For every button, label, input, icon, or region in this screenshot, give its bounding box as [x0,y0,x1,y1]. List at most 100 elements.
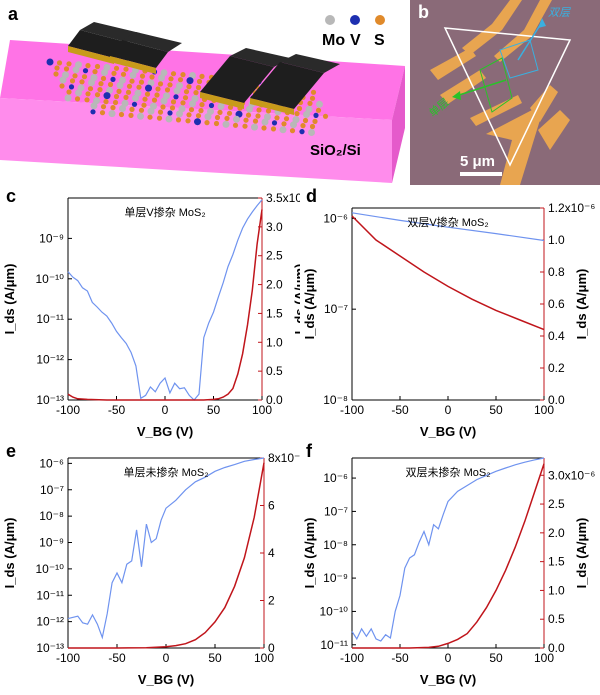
chart-e: -100 -50 0 50 100 10⁻¹³ 10⁻¹² 10⁻¹¹ 10⁻¹⁰ 10⁻⁹ 10⁻… [2,443,300,687]
lattice-atom [69,78,76,84]
y-left-tick-label: 10⁻⁹ [39,231,64,245]
y-right-tick-label: 8x10⁻⁷ [268,451,300,465]
lattice-atom [103,99,109,105]
y-right-tick-label: 2 [268,594,275,608]
lattice-atom [110,105,116,111]
lattice-atom [84,97,90,103]
lattice-atom [170,71,177,77]
lattice-atom [296,105,303,112]
lattice-atom [312,118,318,124]
y-right-tick-label: 0.0 [548,393,565,407]
y-right-tick-label: 1.0 [548,233,565,247]
lattice-atom [196,78,203,85]
legend-mo: Mo [322,32,345,49]
monolayer-arrow [455,79,507,97]
lattice-atom [125,89,132,95]
lattice-atom [136,84,142,90]
lattice-atom [168,76,174,82]
lattice-atom [112,99,119,106]
x-tick-label: 0 [162,403,169,417]
lattice-atom [46,58,54,66]
device-schematic: Mo V S SiO₂/Si a [0,4,405,183]
lattice-atom [303,111,310,118]
lattice-atom [66,61,72,67]
y-right-tick-label: 0.5 [548,612,565,626]
x-tick-label: 100 [254,651,274,665]
panel-letter-f: f [306,443,313,461]
lattice-atom [156,115,163,121]
lattice-atom [199,73,205,79]
lattice-atom [315,107,322,113]
lattice-atom [72,73,78,79]
y-left-tick-label: 10⁻⁷ [324,302,348,316]
lattice-atom [54,65,60,71]
x-tick-label: 50 [489,651,503,665]
lattice-atom [74,96,81,102]
lattice-atom [160,97,168,105]
flake-outline [443,27,572,167]
y-right-tick-label: 4 [268,546,275,560]
monolayer-outline [479,57,513,113]
electrode-3 [200,48,290,109]
lattice-atom [155,86,161,92]
y-left-tick-label: 10⁻⁶ [323,471,348,485]
lattice-atom [53,71,59,77]
y-left-tick-label: 10⁻¹⁰ [36,272,65,286]
lattice-atom [322,113,329,119]
monolayer-arrowhead-icon [452,91,461,100]
lattice-atom [245,112,252,118]
y-left-tick-label: 10⁻¹¹ [36,588,64,602]
lattice-atom [177,77,184,83]
lattice-atom [175,117,182,123]
y-left-tick-label: 10⁻⁸ [39,509,64,523]
panel-letter-b: b [418,2,429,22]
lattice-atom [222,120,230,128]
lattice-atom [154,92,160,98]
lattice-atom [66,89,72,95]
lattice-atom [227,104,234,110]
lattice-atom [147,107,155,115]
electrode-1 [68,22,140,64]
lattice-atom [194,118,201,126]
x-axis-label: V_BG (V) [138,672,194,687]
x-tick-label: -50 [391,651,409,665]
panel-letter-c: c [6,188,16,206]
lattice-atom [261,118,269,126]
lattice-atom [308,129,315,136]
lattice-atom [72,66,80,74]
x-axis-label: V_BG (V) [420,672,476,687]
y-right-tick-label: 0.5 [266,364,283,378]
y-left-tick-label: 10⁻⁹ [323,571,348,585]
lattice-atom [90,109,96,115]
lattice-atom [302,117,309,124]
lattice-atom [160,104,166,110]
lattice-atom [158,74,165,82]
lattice-atom [113,93,120,100]
lattice-atom [147,114,153,120]
lattice-atom [204,113,212,121]
y-right-tick-label: 0.2 [548,361,565,375]
y-right-tick-label: 0.8 [548,265,565,279]
lattice-atom [139,73,146,79]
x-tick-label: -50 [391,403,409,417]
lattice-atom [307,100,313,106]
x-tick-label: -100 [56,651,80,665]
y-right-axis-label: I_ds (A/μm) [574,269,589,340]
lattice-atom [186,84,192,90]
y-left-tick-label: 10⁻¹³ [36,393,64,407]
series-log-current [351,457,545,642]
lattice-atom [111,70,117,76]
lattice-atom [59,76,67,84]
lattice-atom [188,107,195,113]
x-tick-label: 100 [534,403,554,417]
lattice-atom [233,115,240,123]
lattice-atom [149,74,155,80]
lattice-atom [251,123,258,131]
lattice-atom [173,94,179,100]
lattice-atom [186,112,192,118]
lattice-atom [132,94,139,102]
lattice-atom [246,105,253,113]
lattice-atom [128,112,134,118]
x-tick-label: 50 [207,403,221,417]
x-tick-label: 0 [445,651,452,665]
